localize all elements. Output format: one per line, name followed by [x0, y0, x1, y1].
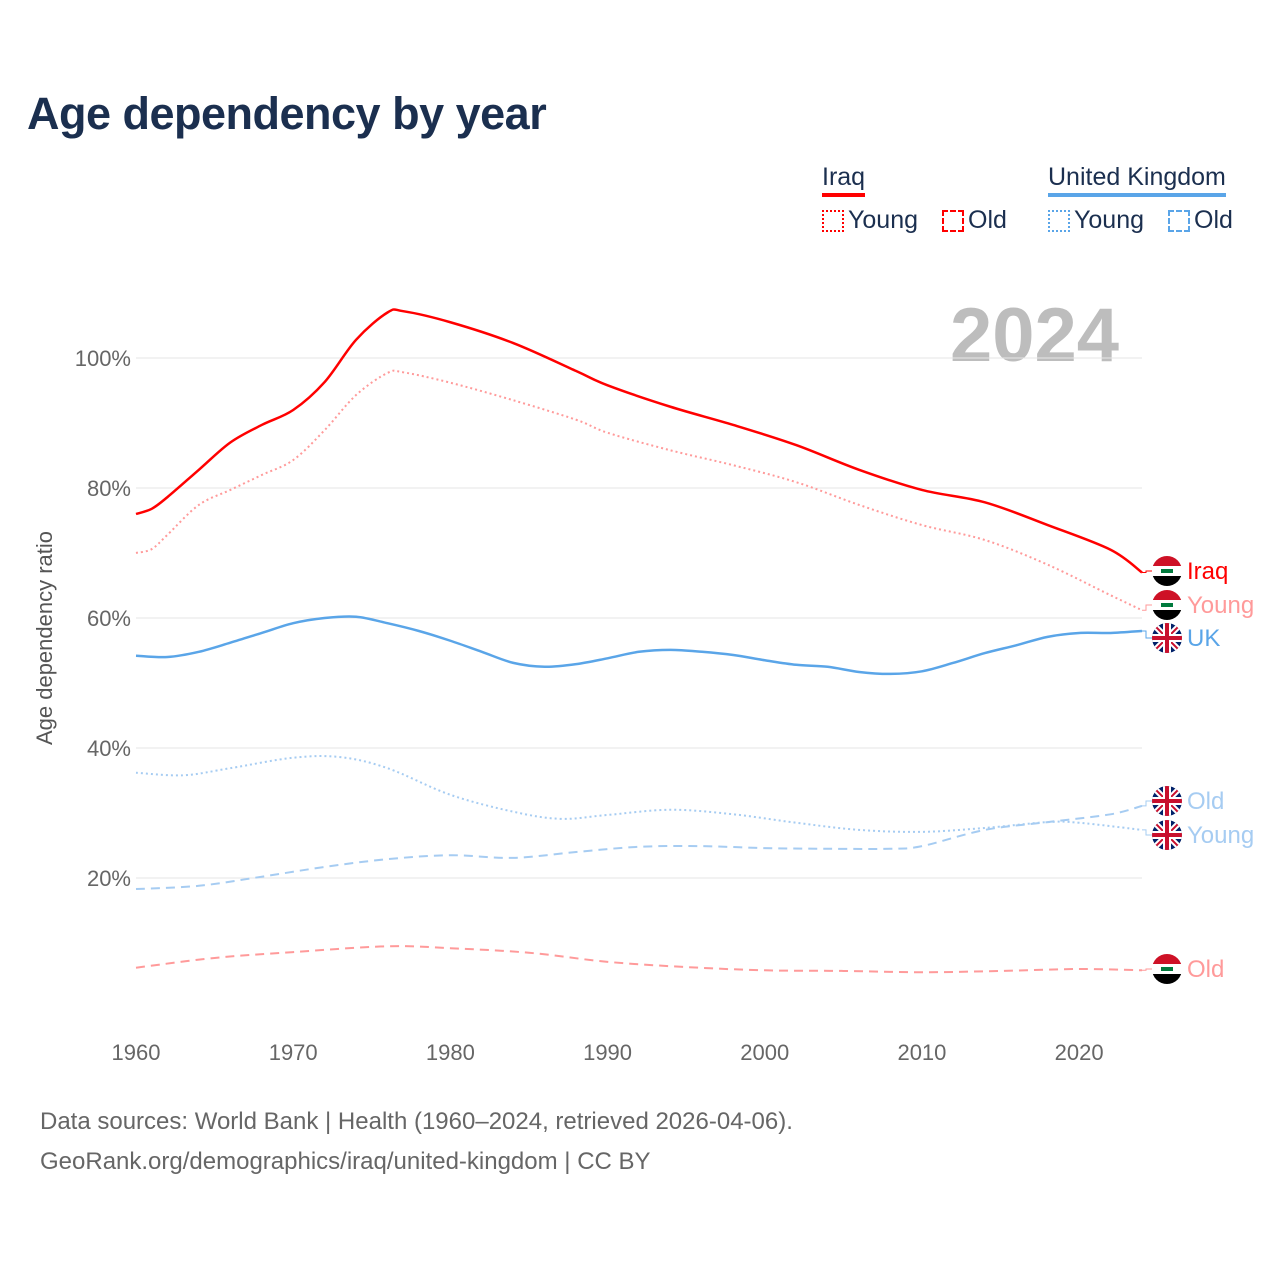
- series-line-iraq_old: [135, 945, 1143, 974]
- dashed-line-swatch-icon: [942, 209, 964, 232]
- series-line-iraq_young: [135, 369, 1143, 612]
- y-tick-label: 100%: [75, 346, 131, 371]
- chart-title: Age dependency by year: [27, 88, 547, 139]
- series-line-uk_young: [135, 755, 1143, 833]
- legend-iraq-young[interactable]: Young: [822, 206, 918, 235]
- legend-label: Young: [1074, 206, 1144, 234]
- iraq-flag-icon: [1152, 590, 1182, 620]
- end-label-iraq_total: Iraq: [1187, 558, 1228, 585]
- y-tick-label: 40%: [87, 736, 131, 761]
- legend-uk-old[interactable]: Old: [1168, 206, 1233, 235]
- y-tick-label: 80%: [87, 476, 131, 501]
- uk-flag-icon: [1152, 786, 1182, 816]
- end-label-uk_young: Young: [1187, 822, 1254, 849]
- source-text: Data sources: World Bank | Health (1960–…: [40, 1108, 793, 1135]
- end-label-connector: [1142, 570, 1152, 573]
- dotted-line-swatch-icon: [822, 209, 844, 232]
- y-tick-label: 20%: [87, 866, 131, 891]
- x-tick-label: 1960: [112, 1040, 161, 1065]
- dotted-line-swatch-icon: [1048, 209, 1070, 232]
- year-watermark: 2024: [950, 293, 1120, 378]
- x-tick-label: 1990: [583, 1040, 632, 1065]
- series-line-iraq_total: [135, 308, 1143, 574]
- iraq-flag-icon: [1152, 556, 1182, 586]
- legend-iraq-old[interactable]: Old: [942, 206, 1007, 235]
- end-label-connector: [1142, 968, 1152, 971]
- uk-flag-icon: [1152, 820, 1182, 850]
- end-label-connector: [1142, 800, 1152, 807]
- end-label-connector: [1142, 604, 1152, 611]
- series-line-uk_old: [135, 804, 1143, 891]
- end-label-uk_old: Old: [1187, 788, 1224, 815]
- uk-flag-icon: [1152, 623, 1182, 653]
- x-tick-label: 2010: [897, 1040, 946, 1065]
- iraq-flag-icon: [1152, 954, 1182, 984]
- end-label-uk_total: UK: [1187, 625, 1220, 652]
- legend-iraq-label: Iraq: [822, 163, 866, 197]
- legend-label: Young: [848, 206, 918, 234]
- legend-uk-label: United Kingdom: [1048, 163, 1226, 197]
- end-label-connector: [1142, 829, 1152, 836]
- end-label-iraq_young: Young: [1187, 592, 1254, 619]
- legend-label: Old: [1194, 206, 1233, 234]
- legend-uk-young[interactable]: Young: [1048, 206, 1144, 235]
- x-tick-label: 1980: [426, 1040, 475, 1065]
- legend-label: Old: [968, 206, 1007, 234]
- x-tick-label: 1970: [269, 1040, 318, 1065]
- source-url[interactable]: GeoRank.org/demographics/iraq/united-kin…: [40, 1148, 651, 1175]
- end-label-iraq_old: Old: [1187, 956, 1224, 983]
- x-tick-label: 2020: [1055, 1040, 1104, 1065]
- series-line-uk_total: [135, 615, 1143, 676]
- end-label-connector: [1142, 630, 1152, 639]
- y-tick-label: 60%: [87, 606, 131, 631]
- dashed-line-swatch-icon: [1168, 209, 1190, 232]
- x-tick-label: 2000: [740, 1040, 789, 1065]
- legend-iraq-header[interactable]: Iraq: [822, 163, 866, 197]
- legend-uk-header[interactable]: United Kingdom: [1048, 163, 1226, 197]
